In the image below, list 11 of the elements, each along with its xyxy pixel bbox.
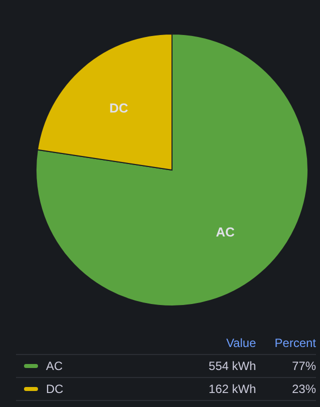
data-label: 162 kWh [208, 382, 256, 396]
pie-slice [36, 34, 308, 306]
slice-label: AC [216, 224, 236, 240]
text: 77% [290, 359, 316, 373]
text: 23% [290, 382, 316, 396]
text: Percent [274, 336, 316, 350]
legend-label: AC [46, 359, 64, 373]
legend-label: DC [46, 382, 64, 396]
data-label: 554 kWh [208, 359, 256, 373]
text: Value [225, 336, 256, 350]
slice-label: DC [109, 100, 129, 116]
